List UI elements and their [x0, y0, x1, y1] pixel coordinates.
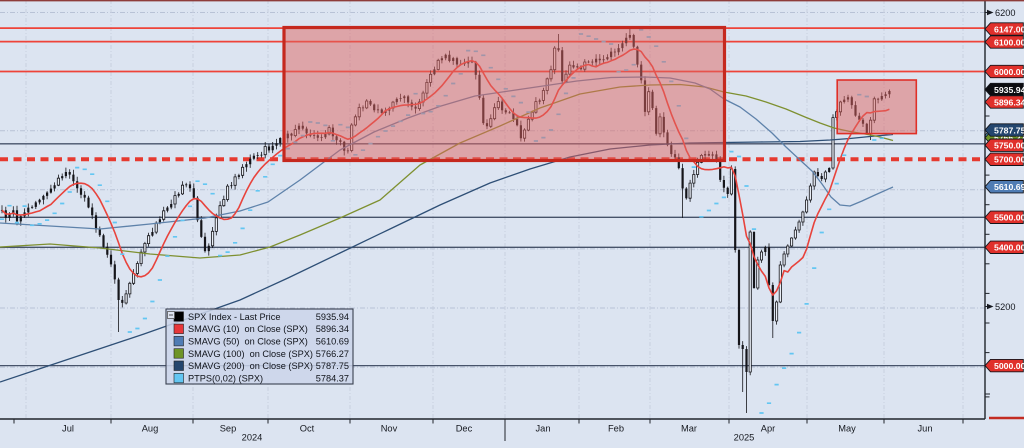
svg-text:Nov: Nov	[381, 424, 398, 434]
svg-text:5787.75: 5787.75	[316, 361, 349, 371]
svg-text:6100.00: 6100.00	[994, 37, 1024, 47]
svg-text:SMAVG (100) on Close (SPX): SMAVG (100) on Close (SPX)	[188, 349, 313, 359]
svg-text:Feb: Feb	[608, 424, 624, 434]
svg-text:Aug: Aug	[142, 424, 159, 434]
svg-text:5935.94: 5935.94	[316, 312, 349, 322]
svg-text:6000.00: 6000.00	[994, 67, 1024, 77]
svg-text:5787.75: 5787.75	[994, 125, 1024, 135]
svg-text:Mar: Mar	[681, 424, 697, 434]
svg-text:Oct: Oct	[300, 424, 315, 434]
svg-text:Jan: Jan	[536, 424, 551, 434]
svg-text:5610.69: 5610.69	[316, 337, 349, 347]
svg-text:SMAVG (200) on Close (SPX): SMAVG (200) on Close (SPX)	[188, 361, 313, 371]
svg-text:PTPS(0,02) (SPX): PTPS(0,02) (SPX)	[188, 373, 263, 383]
svg-text:5610.69: 5610.69	[994, 182, 1024, 192]
svg-text:5700.00: 5700.00	[994, 155, 1024, 165]
svg-text:SMAVG (50) on Close (SPX): SMAVG (50) on Close (SPX)	[188, 337, 308, 347]
svg-text:5766.27: 5766.27	[316, 349, 349, 359]
svg-text:2024: 2024	[242, 433, 263, 443]
svg-text:May: May	[838, 424, 856, 434]
svg-text:Jul: Jul	[62, 424, 74, 434]
svg-text:5750.00: 5750.00	[994, 141, 1024, 151]
svg-text:5000.00: 5000.00	[994, 361, 1024, 371]
svg-text:2025: 2025	[734, 433, 755, 443]
svg-text:5766.27: 5766.27	[994, 133, 1024, 143]
svg-text:5400.00: 5400.00	[994, 243, 1024, 253]
svg-text:5784.37: 5784.37	[316, 373, 349, 383]
svg-text:SPX Index - Last Price: SPX Index - Last Price	[188, 312, 280, 322]
svg-text:6200: 6200	[995, 8, 1015, 18]
svg-text:5500.00: 5500.00	[994, 213, 1024, 223]
svg-text:Sep: Sep	[220, 424, 237, 434]
svg-text:5200: 5200	[995, 302, 1015, 312]
svg-text:5935.94: 5935.94	[994, 85, 1024, 95]
svg-text:Apr: Apr	[761, 424, 775, 434]
svg-text:SMAVG (10) on Close (SPX): SMAVG (10) on Close (SPX)	[188, 324, 308, 334]
svg-text:6147.00: 6147.00	[994, 24, 1024, 34]
svg-text:Dec: Dec	[456, 424, 473, 434]
svg-text:Jun: Jun	[918, 424, 933, 434]
svg-text:5896.34: 5896.34	[316, 324, 349, 334]
svg-text:5896.34: 5896.34	[994, 97, 1024, 107]
